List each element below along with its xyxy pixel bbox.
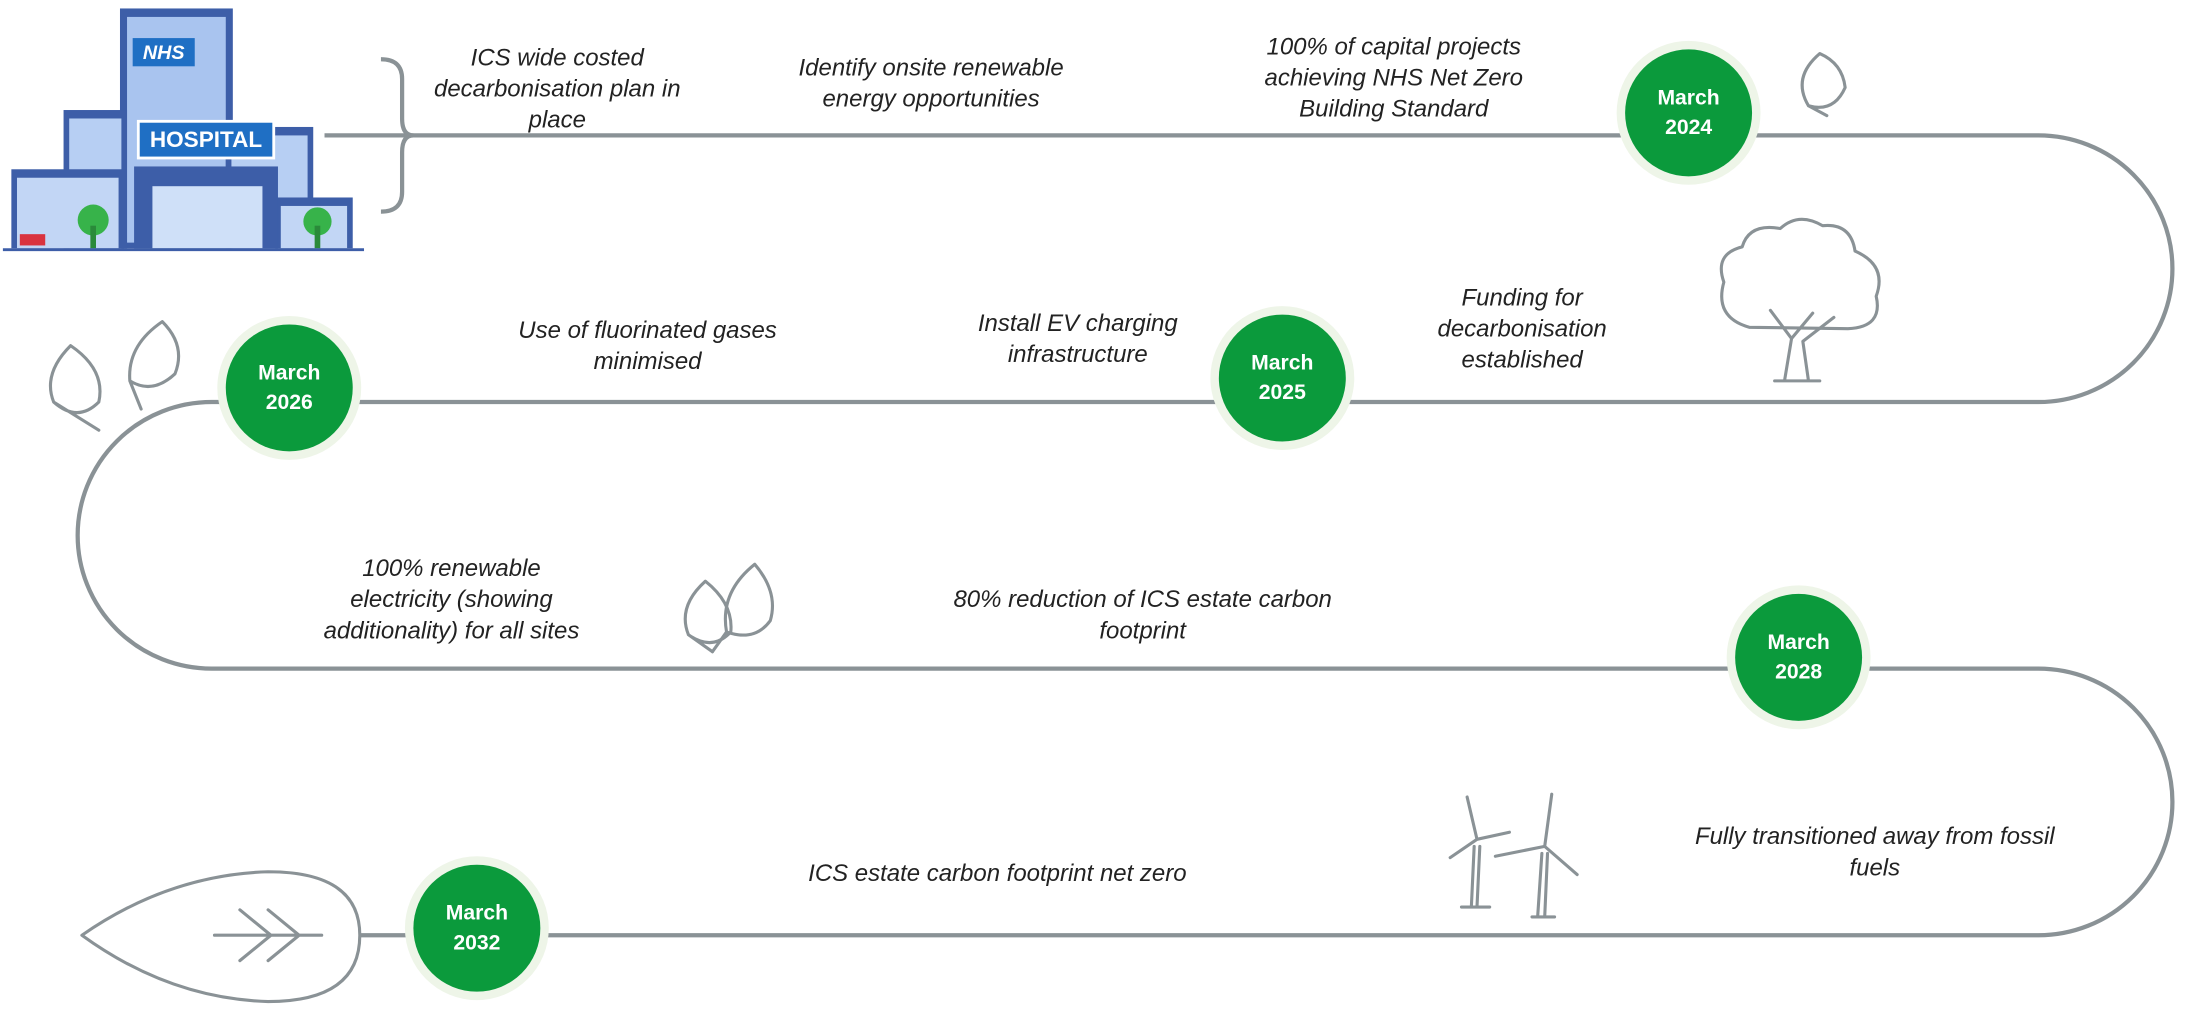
goal-text: electricity (showing xyxy=(350,586,553,613)
milestone-circle xyxy=(1625,49,1753,177)
leaf-icon xyxy=(1800,52,1847,118)
milestone-month: March xyxy=(1251,352,1313,375)
milestone-month: March xyxy=(1767,631,1829,654)
nhs-label: NHS xyxy=(143,42,185,64)
goal-text: 100% renewable xyxy=(362,555,541,582)
goal-text: established xyxy=(1461,346,1583,373)
goal-text: fuels xyxy=(1849,854,1900,881)
goal-text: ICS wide costed xyxy=(471,45,645,72)
milestone-month: March xyxy=(258,361,320,384)
goal-text: Use of fluorinated gases xyxy=(518,317,776,344)
big-leaf-icon xyxy=(80,870,362,1004)
milestone-year: 2026 xyxy=(266,391,313,414)
milestone-circle xyxy=(225,324,353,452)
goal-text: decarbonisation xyxy=(1438,315,1607,342)
goal-text: Fully transitioned away from fossil xyxy=(1695,823,2055,850)
goal-text: decarbonisation plan in xyxy=(434,76,681,103)
bracket xyxy=(380,57,414,214)
goal-text: place xyxy=(528,107,586,134)
leaves-icon xyxy=(48,320,181,432)
milestone-circle xyxy=(413,864,541,992)
goal-text: Building Standard xyxy=(1299,95,1489,122)
milestone-month: March xyxy=(1657,86,1719,109)
goal-text: minimised xyxy=(594,348,703,375)
milestone-year: 2028 xyxy=(1775,660,1822,683)
goal-text: 100% of capital projects xyxy=(1267,33,1521,60)
goal-text: Install EV charging xyxy=(978,310,1179,337)
milestone-year: 2025 xyxy=(1259,381,1306,404)
milestone-year: 2024 xyxy=(1665,116,1712,139)
goal-text: Funding for xyxy=(1462,284,1584,311)
goal-text: footprint xyxy=(1099,617,1187,644)
goal-text: additionality) for all sites xyxy=(324,617,580,644)
goal-text: energy opportunities xyxy=(822,85,1039,112)
goal-text: infrastructure xyxy=(1008,341,1148,368)
goal-text: ICS estate carbon footprint net zero xyxy=(808,860,1186,887)
milestone-circle xyxy=(1218,314,1346,442)
goal-text: Identify onsite renewable xyxy=(799,54,1064,81)
wind-turbines-icon xyxy=(1448,792,1579,919)
goal-text: 80% reduction of ICS estate carbon xyxy=(953,586,1331,613)
road xyxy=(75,133,2175,938)
milestone-circle xyxy=(1735,593,1863,721)
leaves-icon xyxy=(683,562,775,654)
milestone-month: March xyxy=(446,902,508,925)
goal-text: achieving NHS Net Zero xyxy=(1265,64,1523,91)
hospital-icon: HOSPITAL NHS xyxy=(2,8,365,252)
hospital-label: HOSPITAL xyxy=(150,127,263,152)
tree-icon xyxy=(1719,217,1881,383)
milestone-year: 2032 xyxy=(453,931,500,954)
